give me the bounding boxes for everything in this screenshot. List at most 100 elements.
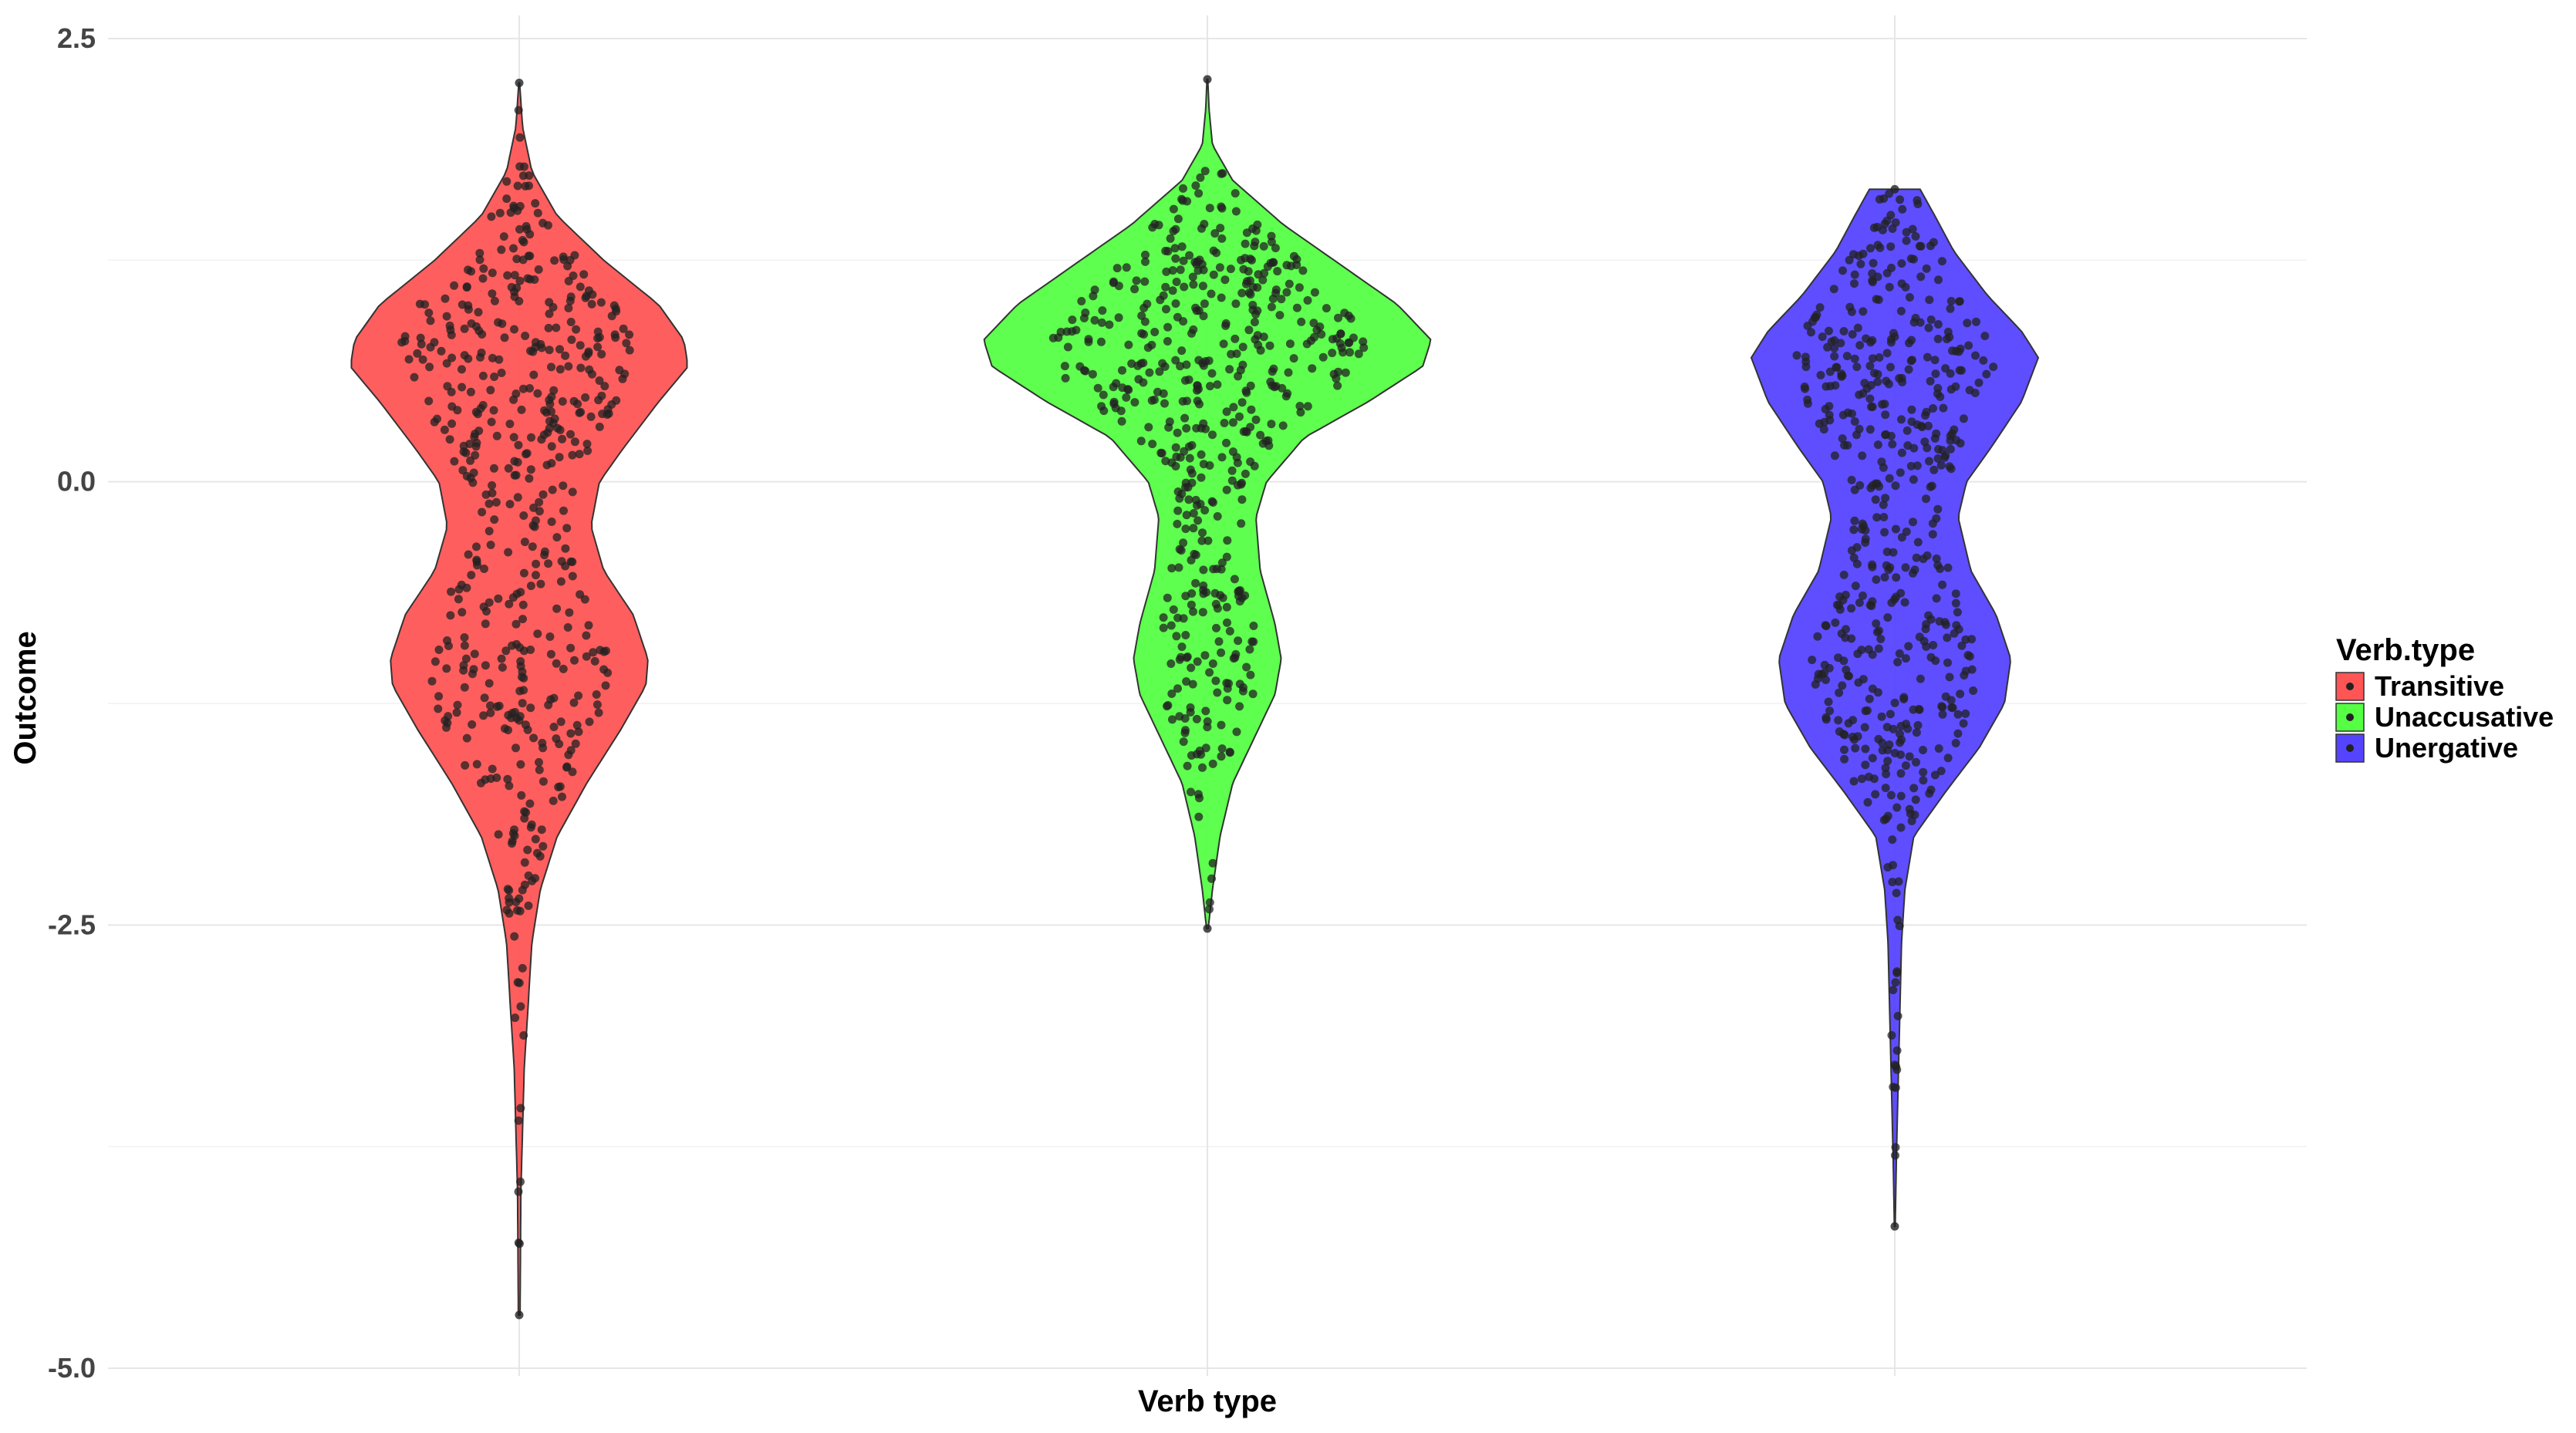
- data-point: [1927, 481, 1936, 491]
- data-point: [1295, 283, 1304, 292]
- data-point: [1847, 307, 1856, 316]
- data-point: [516, 657, 525, 666]
- data-point: [1181, 483, 1190, 492]
- data-point: [520, 807, 529, 816]
- data-point: [459, 447, 468, 457]
- data-point: [1197, 450, 1206, 459]
- data-point: [531, 199, 540, 208]
- data-point: [1200, 506, 1210, 515]
- data-point: [1090, 315, 1099, 325]
- data-point: [1114, 313, 1123, 322]
- data-point: [1197, 473, 1206, 482]
- data-point: [1850, 417, 1859, 426]
- data-point: [568, 558, 577, 566]
- data-point: [1919, 767, 1928, 777]
- data-point: [535, 507, 544, 516]
- data-point: [518, 236, 527, 244]
- data-point: [1271, 288, 1281, 298]
- data-point: [1109, 383, 1118, 392]
- data-point: [1845, 255, 1854, 265]
- data-point: [570, 656, 579, 665]
- data-point: [545, 309, 554, 319]
- data-point: [1163, 593, 1172, 602]
- data-point: [1284, 368, 1293, 377]
- data-point: [1267, 238, 1276, 247]
- data-point: [1093, 383, 1102, 393]
- data-point: [1191, 578, 1200, 588]
- data-point: [533, 208, 542, 217]
- data-point: [1200, 651, 1210, 660]
- data-point: [1919, 746, 1927, 754]
- data-point: [1097, 318, 1106, 327]
- data-point: [515, 1239, 524, 1249]
- data-point: [1063, 342, 1072, 352]
- data-point: [1172, 452, 1181, 461]
- data-point: [566, 296, 575, 305]
- data-point: [1871, 495, 1880, 504]
- data-point: [566, 318, 576, 326]
- data-point: [1896, 306, 1906, 315]
- data-point: [1851, 743, 1860, 753]
- data-point: [478, 330, 487, 339]
- data-point: [532, 559, 541, 568]
- data-point: [1072, 325, 1081, 335]
- data-point: [505, 420, 515, 429]
- data-point: [1908, 224, 1917, 234]
- data-point: [1173, 506, 1183, 515]
- data-point: [1237, 495, 1247, 504]
- data-point: [1850, 270, 1859, 279]
- data-point: [1938, 710, 1947, 719]
- data-point: [1185, 454, 1194, 463]
- data-point: [1883, 863, 1892, 872]
- data-point: [1903, 724, 1913, 733]
- data-point: [1928, 519, 1937, 528]
- data-point: [1222, 602, 1231, 612]
- data-point: [1909, 784, 1919, 793]
- data-point: [1334, 313, 1342, 322]
- data-point: [1956, 439, 1965, 448]
- data-point: [1171, 443, 1180, 452]
- data-point: [453, 406, 462, 415]
- data-point: [1222, 485, 1231, 494]
- data-point: [547, 442, 556, 451]
- data-point: [482, 607, 491, 616]
- data-point: [1851, 582, 1860, 591]
- data-points: [397, 75, 1998, 1320]
- data-point: [1875, 353, 1884, 362]
- data-point: [442, 359, 451, 368]
- data-point: [1883, 757, 1892, 766]
- data-point: [523, 725, 532, 734]
- data-point: [1911, 232, 1920, 241]
- data-point: [1266, 258, 1275, 268]
- data-point: [546, 649, 555, 659]
- data-point: [510, 470, 519, 480]
- data-point: [1905, 293, 1914, 302]
- data-point: [488, 268, 497, 278]
- data-point: [1953, 710, 1963, 719]
- data-point: [1897, 735, 1906, 744]
- data-point: [1208, 659, 1217, 668]
- data-point: [597, 349, 606, 359]
- data-point: [520, 538, 529, 547]
- data-point: [1251, 335, 1260, 344]
- data-point: [1259, 332, 1268, 342]
- data-point: [1210, 588, 1220, 598]
- data-point: [1193, 657, 1202, 666]
- data-point: [1118, 366, 1126, 375]
- data-point: [588, 290, 597, 299]
- data-point: [1948, 703, 1957, 713]
- data-point: [1194, 812, 1204, 821]
- data-point: [525, 799, 535, 808]
- data-point: [1891, 524, 1900, 534]
- data-point: [1914, 705, 1923, 713]
- legend-title: Verb.type: [2336, 633, 2475, 667]
- data-point: [1198, 763, 1207, 772]
- data-point: [1237, 288, 1247, 298]
- data-point: [1188, 679, 1197, 689]
- data-point: [471, 442, 481, 451]
- data-point: [1912, 728, 1921, 737]
- data-point: [498, 663, 507, 672]
- data-point: [565, 608, 574, 617]
- data-point: [1943, 335, 1951, 344]
- data-point: [1159, 291, 1168, 300]
